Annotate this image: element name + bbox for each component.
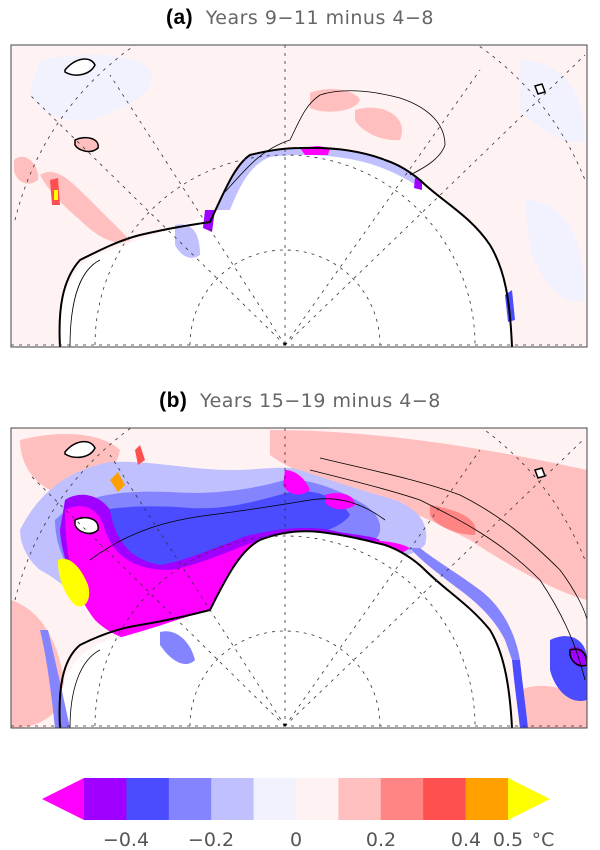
coastline <box>58 530 513 728</box>
panel-a-map <box>10 44 588 348</box>
anomaly-patch <box>14 156 39 184</box>
colorbar-tick-label: 0.5 <box>493 829 523 850</box>
anomaly-patch <box>325 493 355 510</box>
colorbar-bin <box>380 778 424 820</box>
coastal-anomaly <box>175 224 200 258</box>
colorbar-bin <box>338 778 382 820</box>
panel-a-title-text: Years 9−11 minus 4−8 <box>205 7 434 29</box>
anomaly-patch <box>525 200 585 302</box>
island <box>74 517 99 535</box>
coastal-anomaly <box>40 630 70 728</box>
graticule <box>11 45 587 346</box>
anomaly-patch <box>58 558 90 607</box>
south-pole-marker <box>283 723 287 727</box>
anomaly-patch <box>310 89 360 112</box>
colorbar-under-arrow <box>42 778 84 820</box>
ice-shelf-outline <box>69 649 101 728</box>
colorbar-bins <box>84 778 509 820</box>
colorbar-tick-label: 0 <box>290 829 302 850</box>
panel-b-title: (b) Years 15−19 minus 4−8 <box>0 389 600 413</box>
colorbar-tick-label: 0.2 <box>366 829 396 850</box>
anomaly-patch <box>110 472 125 492</box>
anomaly-patch <box>30 54 152 121</box>
anomaly-patch <box>283 470 310 495</box>
panel-a-title: (a) Years 9−11 minus 4−8 <box>0 6 600 30</box>
panel-b-frame <box>10 427 588 729</box>
anomaly-patch <box>135 445 145 465</box>
panel-a-tag: (a) <box>165 6 194 29</box>
antarctica-landmass <box>59 147 512 347</box>
anomaly-patch <box>54 190 58 200</box>
colorbar-bin <box>465 778 509 820</box>
ice-shelf-outline <box>224 90 446 193</box>
coastal-anomaly <box>410 548 520 660</box>
anomaly-patch <box>430 505 476 535</box>
colorbar-bin <box>211 778 255 820</box>
panel-b-tag: (b) <box>159 389 188 412</box>
panel-a-frame <box>10 44 588 348</box>
anomaly-patch <box>270 430 587 600</box>
contour-line <box>309 469 586 681</box>
ice-shelf-outline <box>69 259 101 347</box>
colorbar-unit-label: °C <box>532 829 555 850</box>
south-pole-marker <box>283 342 287 346</box>
coastal-anomaly <box>215 147 420 210</box>
coastline <box>58 146 513 347</box>
colorbar-over-arrow <box>508 778 550 820</box>
island <box>64 440 96 459</box>
colorbar-bin <box>296 778 339 820</box>
colorbar-bin <box>84 778 127 820</box>
anomaly-patch <box>355 107 402 141</box>
contour-line <box>89 498 386 561</box>
island <box>534 83 546 95</box>
colorbar-tick-label: 0.4 <box>451 829 481 850</box>
colorbar-bin <box>253 778 297 820</box>
panel-b-title-text: Years 15−19 minus 4−8 <box>199 390 441 412</box>
colorbar-tick-label: −0.4 <box>103 829 149 850</box>
coastal-anomaly <box>160 631 195 665</box>
colorbar-bin <box>168 778 212 820</box>
contour-line <box>319 457 587 621</box>
graticule <box>11 428 587 727</box>
coastal-anomaly <box>512 660 528 728</box>
panel-b-map <box>10 427 588 729</box>
antarctica-landmass <box>59 531 512 728</box>
anomaly-patch <box>520 60 585 143</box>
colorbar-tick-label: −0.2 <box>188 829 234 850</box>
island <box>64 58 96 76</box>
colorbar-bin <box>423 778 467 820</box>
anomaly-patch <box>40 171 130 243</box>
island <box>74 136 99 153</box>
colorbar-bin <box>126 778 170 820</box>
